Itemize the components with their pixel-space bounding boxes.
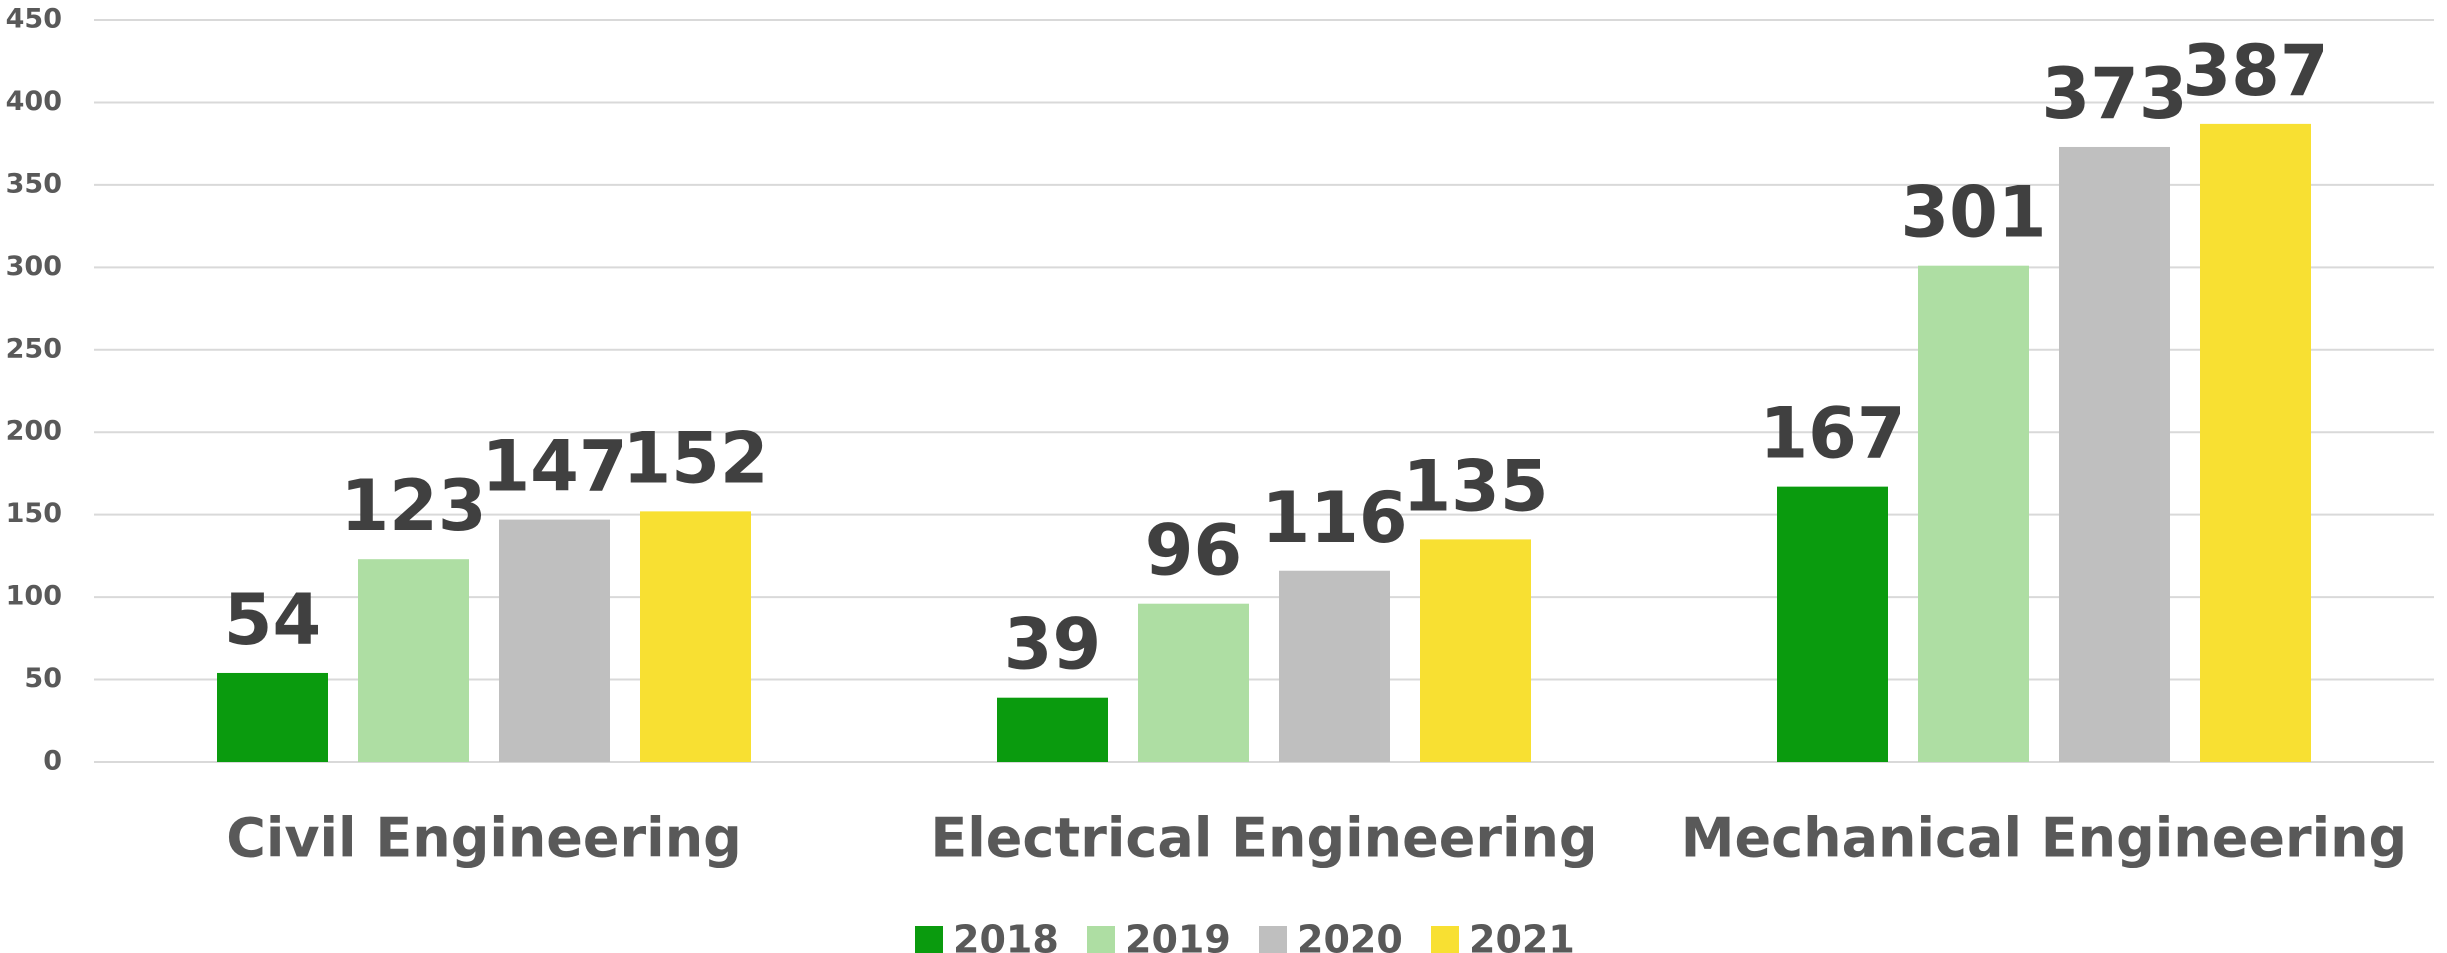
x-tick-label: Mechanical Engineering [1681, 807, 2407, 870]
y-tick-label: 450 [6, 4, 62, 35]
data-label: 116 [1261, 477, 1407, 559]
data-label: 54 [224, 579, 321, 661]
legend-label: 2020 [1297, 918, 1403, 953]
x-tick-label: Civil Engineering [226, 807, 742, 870]
data-label: 123 [340, 465, 486, 547]
y-tick-label: 150 [6, 498, 62, 529]
y-tick-label: 50 [24, 663, 62, 694]
legend-swatch [1087, 926, 1115, 953]
y-tick-label: 250 [6, 333, 62, 364]
data-label: 373 [2041, 53, 2187, 135]
bar [2200, 123, 2311, 762]
y-tick-label: 0 [43, 746, 62, 777]
data-label: 152 [622, 417, 768, 499]
bar [1777, 486, 1888, 762]
legend-swatch [1259, 926, 1287, 953]
data-label: 167 [1759, 393, 1905, 475]
bar [358, 559, 469, 762]
y-tick-label: 400 [6, 86, 62, 117]
y-tick-label: 350 [6, 168, 62, 199]
data-label: 387 [2182, 30, 2328, 112]
data-label: 135 [1402, 445, 1548, 527]
data-label: 147 [481, 426, 627, 508]
y-tick-label: 200 [6, 416, 62, 447]
bar [2059, 146, 2170, 762]
y-tick-label: 300 [6, 251, 62, 282]
data-label: 96 [1145, 510, 1242, 592]
legend-swatch [1431, 926, 1459, 953]
y-tick-label: 100 [6, 581, 62, 612]
bar [640, 511, 751, 762]
legend-label: 2018 [953, 918, 1059, 953]
bar [1420, 539, 1531, 762]
bar [499, 519, 610, 762]
data-label: 301 [1900, 172, 2046, 254]
data-label: 39 [1004, 604, 1101, 686]
bar [997, 697, 1108, 762]
legend-label: 2021 [1469, 918, 1575, 953]
legend-label: 2019 [1125, 918, 1231, 953]
x-tick-label: Electrical Engineering [930, 807, 1597, 870]
bar [1138, 603, 1249, 762]
bar [1918, 265, 2029, 762]
legend-swatch [915, 926, 943, 953]
bar [217, 672, 328, 762]
bar [1279, 570, 1390, 762]
